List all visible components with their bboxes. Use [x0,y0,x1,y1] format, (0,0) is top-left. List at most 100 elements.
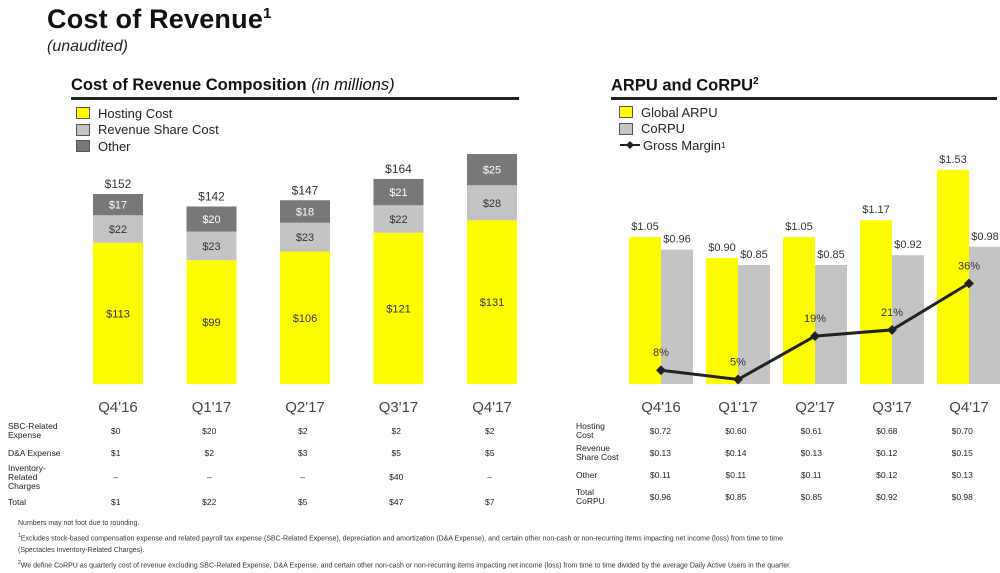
table-cell: $22 [202,496,217,507]
gross-margin-point [887,324,897,335]
bar-segment-label: $25 [483,165,501,177]
legend-item-other: Other [76,138,219,155]
bar-segment [93,194,143,216]
table-cell: $20 [202,425,217,436]
x-tick-label: Q2'17 [285,399,325,416]
bar-segment-label: $106 [293,313,317,325]
table-row: Other $0.11 $0.11 $0.11 $0.12 $0.13 [576,464,1000,486]
footnote-rounding: Numbers may not foot due to rounding. [18,520,140,527]
legend-swatch-revenue-share [76,123,90,136]
table-cell: $0.68 [876,425,898,436]
table-cell: – [300,472,306,482]
legend-item-revenue-share: Revenue Share Cost [76,122,219,139]
bar-segment-label: $22 [389,214,407,226]
right-section-title-text: ARPU and CoRPU [611,76,754,95]
table-row: Revenue Share Cost $0.13 $0.14 $0.13 $0.12 $0… [576,442,1000,464]
right-section-rule [611,97,997,100]
bar-segment [186,260,237,384]
arpu-value-label: $1.17 [862,204,890,216]
legend-footnote: 1 [721,140,726,150]
x-tick-label: Q4'16 [641,399,681,416]
bar-segment [467,220,517,384]
bar-segment [467,185,517,221]
footnote-1-marker: 1 [18,533,21,539]
table-cell: $47 [389,496,404,507]
bar-segment-label: $22 [109,224,127,236]
bar-segment [280,251,330,384]
bar-segment [373,179,424,206]
table-cell: $0.13 [951,469,973,480]
legend-label: Hosting Cost [98,105,173,121]
table-cell: $0.60 [725,425,747,436]
footnote-1: 1Excludes stock-based compensation expen… [18,530,988,545]
bar-segment-label: $121 [386,303,410,315]
bar-total-label: $164 [385,162,412,176]
table-cell: $5 [391,447,401,458]
gross-margin-point [964,278,974,289]
table-cell: $0.61 [800,425,822,436]
table-row: Hosting Cost $0.72 $0.60 $0.61 $0.68 $0.70 [576,420,1000,442]
bar-segment-label: $21 [389,187,407,199]
legend-item-arpu: Global ARPU [619,104,725,121]
gross-margin-label: 19% [804,313,826,325]
row-label: Total [8,496,26,507]
table-cell: $40 [389,472,404,482]
arpu-bar [706,258,738,384]
x-tick-label: Q2'17 [795,399,835,416]
right-corpu-table: Hosting Cost $0.72 $0.60 $0.61 $0.68 $0.70 Rev… [576,420,1000,508]
legend-item-corpu: CoRPU [619,121,725,138]
page-title-footnote: 1 [263,5,272,22]
table-cell: – [206,472,212,482]
table-cell: $0.13 [649,447,672,458]
table-cell: $0.15 [951,447,973,458]
table-cell: $1 [111,496,121,507]
table-cell: $0.96 [649,491,672,502]
x-tick-label: Q1'17 [718,399,758,416]
row-label: D&A Expense [8,447,61,458]
table-cell: $0 [111,425,121,436]
corpu-value-label: $0.92 [894,239,922,251]
bar-segment [93,215,143,243]
legend-swatch-corpu [619,122,633,135]
cost-composition-chart: $113 $22 $17 $152 Q4'16 $99 $23 $20 $142 Q1'17 $10… [93,150,517,416]
bar-segment-label: $113 [106,308,130,320]
table-row: SBC-Related Expense $0 $20 $2 $2 $2 [8,420,537,442]
legend-label: CoRPU [641,121,686,137]
arpu-bar [783,237,815,384]
table-cell: – [487,472,493,482]
arpu-value-label: $1.53 [939,154,967,166]
bar-segment [186,206,237,232]
table-cell: $7 [485,496,495,507]
arpu-bar [937,169,969,384]
table-cell: $0.11 [800,469,822,480]
right-legend: Global ARPU CoRPU Gross Margin 1 [619,104,725,154]
corpu-value-label: $0.96 [663,234,691,246]
table-cell: $5 [485,447,495,458]
legend-item-hosting: Hosting Cost [76,105,219,122]
left-section-title: Cost of Revenue Composition (in millions… [71,76,395,95]
gross-margin-point [810,331,820,342]
bar-segment [186,231,237,261]
arpu-value-label: $0.90 [708,242,736,254]
footnotes: Numbers may not foot due to rounding. 1E… [18,518,988,573]
legend-label: Global ARPU [641,104,718,120]
table-cell: $0.85 [725,491,747,502]
gross-margin-label: 5% [730,357,746,369]
table-row: Inventory-Related Charges – – – $40 – [8,464,537,491]
row-label: Hosting Cost [576,421,605,440]
table-cell: $0.13 [800,447,822,458]
bar-segment-label: $17 [109,200,127,212]
legend-swatch-arpu [619,106,633,119]
table-cell: $0.12 [876,469,898,480]
table-cell: $0.70 [951,425,973,436]
footnote-2-text: We define CoRPU as quarterly cost of rev… [20,562,792,570]
gross-margin-label: 21% [881,307,903,319]
bar-segment-label: $18 [296,207,314,219]
table-cell: $2 [391,425,401,436]
right-section-title: ARPU and CoRPU2 [611,76,759,96]
bar-segment-label: $131 [480,297,504,309]
table-cell: $5 [298,496,308,507]
bar-total-label: $152 [105,177,132,191]
bar-segment [373,232,424,384]
x-tick-label: Q4'16 [98,399,138,416]
